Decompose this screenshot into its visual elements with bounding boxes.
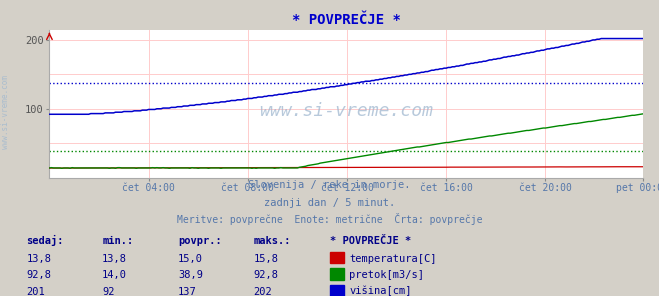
Text: pretok[m3/s]: pretok[m3/s] (349, 270, 424, 280)
Text: povpr.:: povpr.: (178, 236, 221, 246)
Text: Meritve: povprečne  Enote: metrične  Črta: povprečje: Meritve: povprečne Enote: metrične Črta:… (177, 213, 482, 226)
Text: temperatura[C]: temperatura[C] (349, 254, 437, 264)
Text: 15,8: 15,8 (254, 254, 279, 264)
Text: 137: 137 (178, 287, 196, 296)
Text: 92,8: 92,8 (26, 270, 51, 280)
Text: višina[cm]: višina[cm] (349, 286, 412, 296)
Text: www.si-vreme.com: www.si-vreme.com (259, 102, 433, 120)
Text: zadnji dan / 5 minut.: zadnji dan / 5 minut. (264, 198, 395, 208)
Text: maks.:: maks.: (254, 236, 291, 246)
Text: www.si-vreme.com: www.si-vreme.com (1, 75, 10, 149)
Text: sedaj:: sedaj: (26, 235, 64, 246)
Text: 13,8: 13,8 (26, 254, 51, 264)
Text: 92,8: 92,8 (254, 270, 279, 280)
Text: 15,0: 15,0 (178, 254, 203, 264)
Text: Slovenija / reke in morje.: Slovenija / reke in morje. (248, 180, 411, 190)
Text: min.:: min.: (102, 236, 133, 246)
Title: * POVPREČJE *: * POVPREČJE * (291, 13, 401, 27)
Text: 38,9: 38,9 (178, 270, 203, 280)
Text: * POVPREČJE *: * POVPREČJE * (330, 236, 411, 246)
Text: 92: 92 (102, 287, 115, 296)
Text: 14,0: 14,0 (102, 270, 127, 280)
Text: 202: 202 (254, 287, 272, 296)
Text: 201: 201 (26, 287, 45, 296)
Text: 13,8: 13,8 (102, 254, 127, 264)
